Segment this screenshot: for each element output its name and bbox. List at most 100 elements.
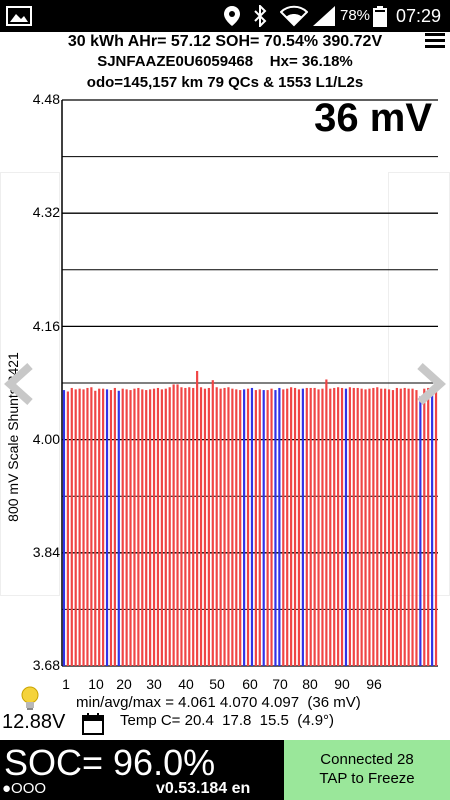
cell-bar [372,387,375,666]
cell-bar [184,387,187,666]
left-nav-panel [0,172,60,596]
battery-percent: 78% [340,7,371,24]
cell-bar [395,387,398,666]
cell-bar [215,387,218,666]
x-tick-label: 30 [146,676,162,692]
chevron-left-icon[interactable] [2,362,34,406]
cell-bar [102,388,105,666]
cell-bar [399,388,402,666]
cell-bar [258,389,261,666]
y-tick-label: 4.48 [32,91,60,107]
cell-bar [109,390,113,666]
cell-bar [239,390,242,666]
cell-bar [168,387,171,666]
cell-bar [156,387,160,666]
cell-bar [86,387,89,666]
cell-bar [78,388,81,666]
cell-bar [180,387,183,666]
cell-bar [188,387,191,666]
cell-bar [203,388,207,666]
y-tick-label: 4.16 [32,318,60,334]
hamburger-menu-icon[interactable] [425,32,445,48]
cell-bar [278,387,281,666]
cell-bar [333,387,336,666]
cell-bar [152,388,156,666]
chevron-right-icon[interactable] [416,362,448,406]
cell-bar [262,390,265,666]
cell-bar [384,388,387,666]
wifi-icon [280,5,308,27]
cell-bar [235,389,238,666]
cell-bar [243,389,246,666]
cell-bar [290,387,293,666]
cell-bar [340,387,344,666]
x-tick-label: 20 [116,676,132,692]
cell-bar [266,390,269,666]
cell-bar [301,388,304,666]
cell-bar [66,391,69,666]
gallery-icon [6,6,32,26]
cell-bar [325,379,328,666]
cell-bar [223,387,226,666]
y-tick-label: 4.00 [32,431,60,447]
tap-to-freeze-label: TAP to Freeze [319,770,415,787]
cell-voltage-chart[interactable]: 4.48 4.32 4.16 4.00 3.84 3.68 800 mV Sca… [0,91,450,740]
cell-bar [415,390,418,666]
cell-bar [293,387,297,666]
cell-bar [199,387,203,666]
cell-bar [270,388,273,666]
signal-icon [313,6,335,26]
cell-bar [82,389,85,666]
cell-bar [305,387,308,666]
cell-bar [431,389,434,666]
cell-bar [94,390,97,666]
status-time: 07:29 [396,6,442,26]
cell-bar [246,388,250,666]
vin-and-hx: SJNFAAZE0U6059468 Hx= 36.18% [97,53,353,70]
status-bar: 78% 07:29 [0,0,450,32]
state-of-charge: SOC= 96.0% [4,742,216,783]
cell-bar [98,388,101,666]
cell-bar [70,387,73,666]
cell-bar [407,388,410,666]
x-tick-label: 80 [302,676,318,692]
cell-bar [274,390,277,666]
cell-bar [137,387,140,666]
cell-bar [145,390,148,666]
cell-bar [192,387,195,666]
cell-bar [90,387,93,666]
battery-icon [373,6,387,27]
cell-bar [121,388,124,666]
app-version: v0.53.184 en [156,780,251,797]
cell-bar [321,388,324,666]
y-tick-label: 3.84 [32,544,60,560]
lightbulb-icon[interactable] [20,686,40,712]
cell-bar [117,390,120,666]
cell-bar [352,387,355,666]
calendar-icon[interactable] [82,713,104,735]
cell-bar [219,388,222,666]
x-tick-label: 70 [272,676,288,692]
cell-bar [250,387,254,666]
voltage-spread-label: 36 mV [314,96,432,140]
cell-bar [329,388,332,666]
x-tick-label: 96 [366,676,382,692]
x-tick-label: 90 [334,676,350,692]
bluetooth-icon [254,5,267,27]
cell-bar [125,389,128,666]
cell-bar [196,370,199,666]
cell-bar [160,389,163,666]
freeze-button[interactable]: Connected 28 TAP to Freeze [284,740,450,800]
cell-bar [419,396,422,666]
grid-lines [61,99,438,667]
cell-bar [360,388,363,666]
cell-bar [364,389,367,666]
cell-bar [282,389,285,666]
x-tick-label: 10 [88,676,104,692]
cell-bar [133,388,136,666]
page-dots[interactable]: ●OOO [2,780,47,797]
x-tick-label: 60 [242,676,258,692]
connection-status: Connected 28 [320,751,414,768]
cell-bar [337,387,340,666]
cell-bar [176,384,179,666]
